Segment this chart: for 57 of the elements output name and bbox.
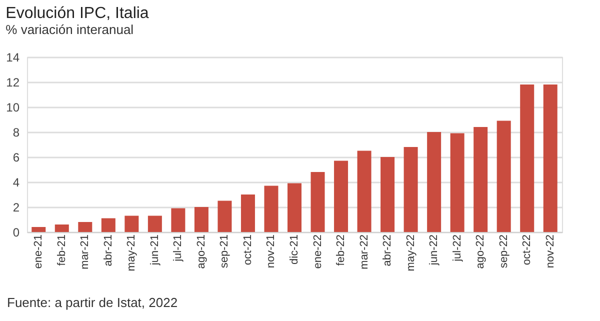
x-tick-label: abr-22	[382, 234, 394, 266]
x-tick-label: may-22	[404, 234, 417, 272]
x-tick-label: feb-22	[335, 234, 348, 266]
x-tick-label: oct-21	[242, 234, 254, 266]
y-tick-label: 14	[6, 50, 20, 64]
x-tick-label: jun-21	[148, 234, 161, 266]
bar	[404, 147, 418, 232]
x-tick-label: jun-22	[428, 234, 440, 266]
x-tick-label: mar-22	[358, 234, 370, 270]
x-tick-label: nov-22	[544, 234, 556, 268]
x-tick-label: sep-22	[498, 234, 510, 268]
bar	[334, 160, 348, 232]
y-tick-label: 0	[12, 226, 20, 240]
bar	[474, 127, 488, 232]
chart-subtitle: % variación interanual	[6, 22, 134, 37]
x-tick-label: sep-21	[218, 234, 231, 268]
x-tick-label: may-21	[126, 234, 138, 272]
bar	[218, 200, 232, 232]
bar	[148, 216, 162, 232]
chart-title: Evolución IPC, Italia	[6, 5, 149, 22]
x-tick-label: oct-22	[521, 234, 534, 266]
x-tick-label: ago-22	[474, 234, 487, 269]
x-tick-label: jul-21	[172, 234, 184, 262]
y-tick-label: 6	[12, 150, 20, 164]
bar	[427, 132, 442, 232]
y-tick-label: 8	[12, 126, 20, 140]
x-tick-label: nov-21	[265, 234, 278, 268]
x-tick-label: dic-21	[288, 234, 300, 264]
x-tick-label: ago-21	[195, 234, 208, 269]
bar	[78, 222, 92, 232]
x-tick-label: abr-21	[102, 234, 114, 266]
y-tick-label: 2	[12, 200, 20, 214]
x-tick-label: feb-21	[56, 234, 68, 266]
bar	[380, 157, 395, 232]
x-tick-label: ene-21	[32, 234, 45, 269]
y-tick-label: 10	[6, 100, 20, 114]
bar	[288, 183, 302, 232]
x-tick-label: mar-21	[79, 234, 92, 270]
bar	[171, 208, 186, 232]
bar	[54, 224, 69, 232]
bar	[543, 84, 558, 232]
bar	[310, 172, 325, 232]
bar	[450, 133, 464, 232]
bar	[124, 216, 139, 232]
bar	[240, 194, 255, 232]
bar	[357, 150, 372, 232]
bar	[264, 186, 278, 232]
x-tick-label: jul-22	[451, 234, 464, 262]
source-note: Fuente: a partir de Istat, 2022	[7, 295, 178, 310]
bar	[496, 120, 511, 232]
bar	[520, 84, 534, 232]
bar	[32, 227, 46, 232]
bar	[101, 218, 116, 232]
bar	[194, 207, 208, 232]
x-tick-label: ene-22	[312, 234, 324, 269]
y-tick-label: 12	[6, 76, 20, 90]
y-tick-label: 4	[12, 176, 20, 190]
